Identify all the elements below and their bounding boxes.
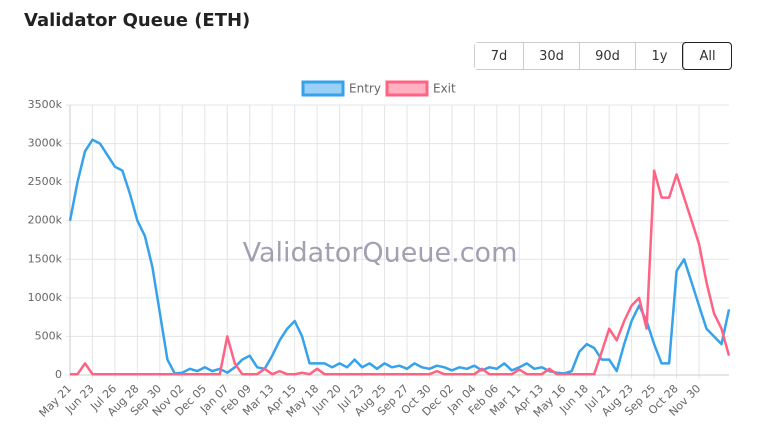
legend-label: Exit xyxy=(433,82,456,96)
legend-swatch xyxy=(301,80,345,97)
range-button[interactable]: 30d xyxy=(523,43,579,69)
y-tick-label: 2500k xyxy=(28,175,63,188)
y-tick-label: 3000k xyxy=(28,137,63,150)
page-title: Validator Queue (ETH) xyxy=(24,10,251,31)
legend-swatch xyxy=(385,80,429,97)
range-button[interactable]: 7d xyxy=(475,43,523,69)
range-button[interactable]: All xyxy=(682,42,732,70)
y-tick-label: 1500k xyxy=(28,252,63,265)
y-tick-label: 500k xyxy=(35,329,63,342)
range-button[interactable]: 1y xyxy=(635,43,683,69)
legend-label: Entry xyxy=(349,82,381,96)
y-tick-label: 2000k xyxy=(28,214,63,227)
watermark: ValidatorQueue.com xyxy=(243,238,518,269)
range-button[interactable]: 90d xyxy=(579,43,635,69)
y-tick-label: 3500k xyxy=(28,98,63,111)
y-tick-label: 0 xyxy=(55,368,62,381)
range-buttons: 7d 30d 90d 1y All xyxy=(474,42,732,70)
y-tick-label: 1000k xyxy=(28,291,63,304)
series-line xyxy=(70,169,731,376)
